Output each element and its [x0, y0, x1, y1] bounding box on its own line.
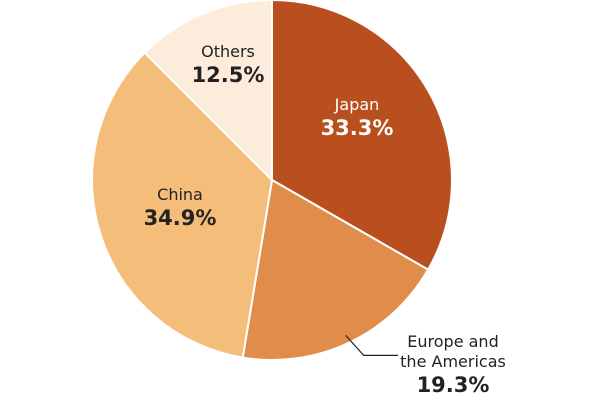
slice-name: Others [201, 41, 255, 61]
slice-name: Europe and the Americas [400, 331, 506, 371]
pie-slice [91, 51, 274, 359]
slice-label: Others 12.5% [192, 42, 265, 88]
slice-name: China [157, 184, 203, 204]
slice-label: China 34.9% [144, 185, 217, 231]
slice-value: 12.5% [191, 62, 265, 87]
slice-value: 19.3% [416, 372, 490, 397]
leader-line [345, 334, 398, 356]
pie-slice [241, 178, 430, 361]
slice-value: 33.3% [320, 115, 394, 140]
pie-slice [271, 0, 453, 272]
slice-label: Japan 33.3% [321, 95, 394, 141]
slice-name: Japan [334, 94, 380, 114]
slice-value: 34.9% [143, 205, 217, 230]
pie-slice [143, 0, 273, 183]
slice-label: Europe and the Americas 19.3% [398, 332, 508, 398]
